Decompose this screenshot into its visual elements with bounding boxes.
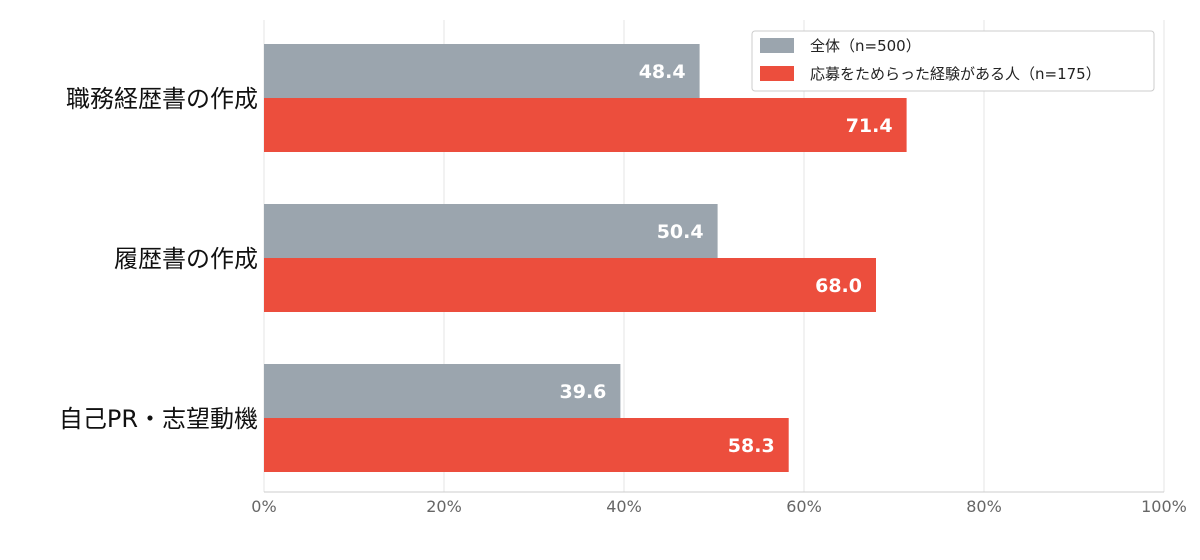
value-label: 71.4 [846, 115, 893, 137]
x-tick-label: 0% [251, 497, 276, 516]
value-label: 50.4 [657, 221, 704, 243]
bar-series-0-0 [264, 44, 700, 98]
category-label: 職務経歴書の作成 [66, 85, 258, 113]
bar-series-1-2 [264, 418, 789, 472]
x-tick-labels: 0% 20% 40% 60% 80% 100% [251, 497, 1187, 516]
category-label: 自己PR・志望動機 [59, 405, 258, 433]
legend-swatch-series-0 [760, 38, 794, 53]
legend-swatch-series-1 [760, 66, 794, 81]
x-tick-label: 20% [426, 497, 462, 516]
legend-box [751, 30, 1155, 92]
x-tick-label: 80% [966, 497, 1002, 516]
bar-series-1-1 [264, 258, 876, 312]
legend-label-series-1: 応募をためらった経験がある人（n=175） [810, 65, 1101, 83]
value-label: 68.0 [815, 275, 862, 297]
x-tick-label: 100% [1141, 497, 1187, 516]
bar-series-0-1 [264, 204, 718, 258]
category-label: 履歴書の作成 [114, 245, 258, 273]
x-tick-label: 60% [786, 497, 822, 516]
x-tick-label: 40% [606, 497, 642, 516]
value-label: 48.4 [639, 61, 686, 83]
bar-series-0-2 [264, 364, 621, 418]
value-labels: 48.4 50.4 39.6 71.4 68.0 58.3 [560, 61, 893, 457]
legend-label-series-0: 全体（n=500） [810, 37, 921, 55]
value-label: 58.3 [728, 435, 775, 457]
legend: 全体（n=500） 応募をためらった経験がある人（n=175） [751, 30, 1155, 92]
bar-series-1-0 [264, 98, 907, 152]
bars [264, 44, 907, 472]
value-label: 39.6 [560, 381, 607, 403]
